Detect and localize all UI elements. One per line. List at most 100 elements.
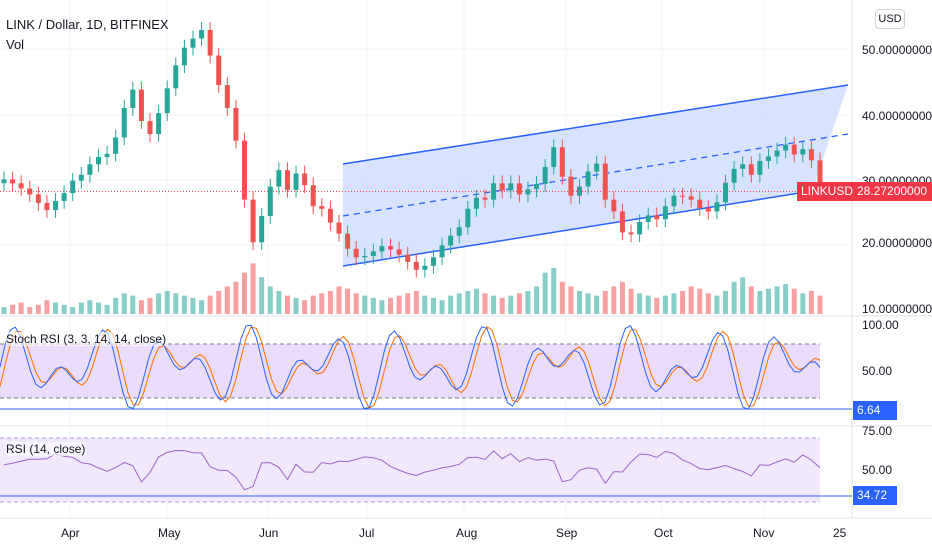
candle-body: [44, 202, 50, 211]
candle-body: [267, 186, 273, 217]
volume-bar: [765, 288, 771, 314]
candle-body: [156, 113, 162, 135]
price-tick: 40.00000000: [862, 109, 932, 123]
volume-bar: [671, 293, 677, 314]
time-tick: Nov: [753, 526, 775, 540]
volume-bar: [448, 295, 454, 314]
volume-bar: [27, 307, 33, 314]
candle-body: [1, 179, 7, 184]
time-tick: Jun: [259, 526, 279, 540]
symbol-title: LINK / Dollar, 1D, BITFINEX: [6, 17, 169, 32]
candle-body: [293, 173, 299, 190]
candle-body: [439, 245, 445, 258]
time-tick: May: [158, 526, 181, 540]
volume-bar: [44, 300, 50, 314]
candle-body: [164, 88, 170, 114]
stoch-rsi-label[interactable]: Stoch RSI (3, 3, 14, 14, close): [6, 332, 167, 346]
volume-bar: [18, 302, 24, 314]
channel-lower-line: [342, 190, 813, 267]
volume-bar: [242, 272, 248, 314]
volume-bar: [705, 293, 711, 314]
volume-bar: [156, 293, 162, 314]
volume-bar: [164, 291, 170, 314]
rsi-tick: 75.00: [862, 424, 893, 438]
candle-body: [70, 180, 76, 194]
candle-body: [413, 261, 419, 270]
candle-body: [680, 195, 686, 197]
candle-body: [113, 137, 119, 154]
stoch-tick: 100.00: [862, 318, 899, 332]
volume-bar: [147, 297, 153, 314]
candle-body: [448, 235, 454, 246]
last-price-symbol-tag: LINKUSD: [797, 182, 858, 201]
volume-bar: [190, 297, 196, 314]
candle-body: [147, 121, 153, 135]
volume-bar: [559, 281, 565, 314]
volume-bar: [53, 302, 59, 314]
rsi-label[interactable]: RSI (14, close): [6, 442, 86, 456]
volume-bar: [199, 300, 205, 314]
volume-bar: [362, 295, 368, 314]
candle-body: [310, 185, 316, 207]
volume-bar: [353, 293, 359, 314]
candle-body: [516, 183, 522, 195]
candle-body: [594, 163, 600, 172]
volume-bar: [302, 300, 308, 314]
candle-body: [216, 55, 222, 86]
volume-bar: [774, 286, 780, 314]
candle-body: [276, 170, 282, 187]
volume-bar: [688, 286, 694, 314]
stoch-tick: 50.00: [862, 364, 893, 378]
volume-bar: [10, 304, 16, 314]
volume-bar: [336, 286, 342, 314]
volume-bar: [319, 293, 325, 314]
price-tick: 10.00000000: [862, 302, 932, 316]
volume-bar: [697, 288, 703, 314]
volume-bar: [619, 281, 625, 314]
volume-bar: [662, 295, 668, 314]
volume-bar: [757, 291, 763, 314]
candle-body: [697, 199, 703, 209]
candle-body: [551, 147, 557, 167]
volume-bar: [293, 297, 299, 314]
candle-body: [345, 233, 351, 249]
volume-bar: [680, 291, 686, 314]
volume-bar: [113, 297, 119, 314]
currency-button[interactable]: USD: [875, 9, 905, 29]
candle-body: [27, 188, 33, 195]
candle-body: [542, 166, 548, 184]
candle-body: [817, 160, 823, 192]
candle-body: [422, 265, 428, 270]
candle-body: [224, 85, 230, 108]
candle-body: [353, 248, 359, 258]
volume-bar: [138, 300, 144, 314]
volume-bar: [370, 297, 376, 314]
candle-body: [765, 156, 771, 162]
volume-bar: [95, 302, 101, 314]
volume-bar: [207, 295, 213, 314]
volume-bar: [551, 268, 557, 314]
volume-bar: [61, 304, 67, 314]
volume-bar: [602, 291, 608, 314]
volume-bar: [267, 286, 273, 314]
volume-bar: [130, 295, 136, 314]
candle-body: [559, 147, 565, 177]
rsi-line: [3, 449, 821, 491]
volume-bar: [327, 291, 333, 314]
volume-bar: [499, 297, 505, 314]
candle-body: [757, 161, 763, 175]
volume-bar: [731, 281, 737, 314]
candle-body: [336, 222, 342, 234]
rsi-value-tag: 34.72: [853, 486, 897, 505]
candle-body: [774, 150, 780, 157]
candle-body: [319, 206, 325, 209]
price-tick: 50.00000000: [862, 43, 932, 57]
volume-bar: [1, 307, 7, 314]
volume-bar: [594, 295, 600, 314]
candle-body: [628, 232, 634, 235]
volume-bar: [87, 300, 93, 314]
candle-body: [499, 183, 505, 191]
candle-body: [783, 144, 789, 151]
